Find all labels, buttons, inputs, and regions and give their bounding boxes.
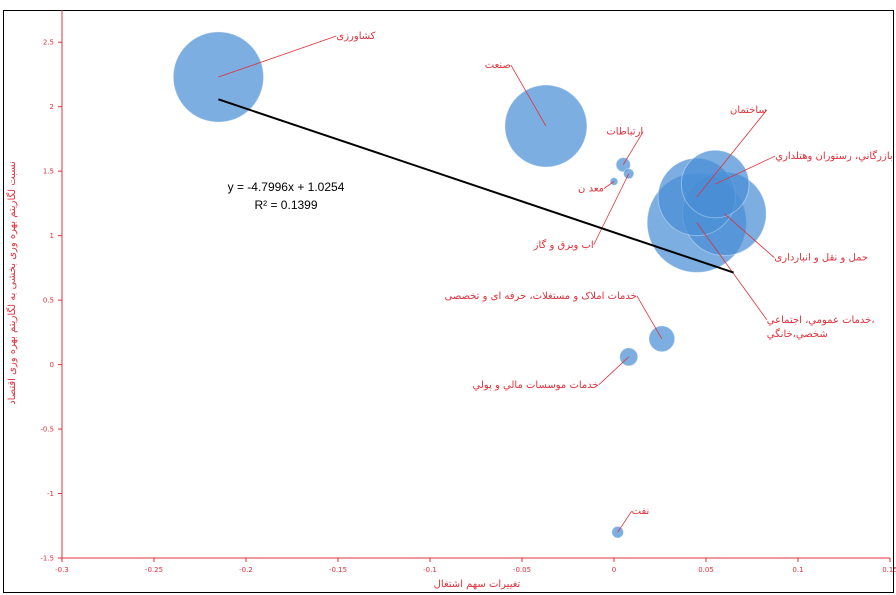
- x-tick-label: 0.15: [882, 566, 896, 574]
- x-tick-label: 0.05: [698, 566, 714, 574]
- category-label: حمل و نقل و انبارداری: [774, 253, 868, 264]
- x-axis-title: تغییرات سهم اشتغال: [434, 579, 521, 590]
- x-tick-label: -0.05: [513, 566, 531, 574]
- category-label: ساختمان: [730, 105, 767, 116]
- x-tick-label: -0.15: [329, 566, 347, 574]
- y-tick-label: 2: [50, 103, 54, 111]
- y-tick-label: 1: [50, 232, 54, 240]
- y-tick-label: 0.5: [43, 297, 54, 305]
- leader-line: [593, 173, 630, 245]
- leader-line: [617, 510, 633, 533]
- trendline: [218, 98, 734, 274]
- category-label: اب وبرق و گاز: [533, 239, 594, 251]
- x-tick-label: -0.3: [55, 566, 69, 574]
- trendline-equation: y = -4.7996x + 1.0254: [228, 180, 345, 194]
- leader-line: [636, 295, 663, 340]
- leader-line: [622, 131, 644, 165]
- x-tick-label: -0.1: [423, 566, 437, 574]
- leader-line: [724, 213, 775, 259]
- leader-line: [598, 356, 629, 386]
- leader-line: [715, 155, 776, 185]
- category-label: خدمات املاک و مستغلات، حرفه ای و تخصصی: [445, 291, 637, 302]
- category-label: خدمات موسسات مالي و پولي: [473, 380, 599, 391]
- label-layer: کشاورزی صنعت ارتباطات معد ن اب وبرق و گاز ساخ…: [336, 31, 892, 517]
- category-label: خدمات عمومي، اجتماعي،: [767, 315, 875, 326]
- leader-line: [218, 35, 337, 78]
- y-tick-label: 1.5: [43, 168, 54, 176]
- y-tick-label: 2.5: [43, 39, 54, 47]
- r-squared-label: R² = 0.1399: [254, 198, 317, 212]
- x-tick-label: 0: [612, 566, 616, 574]
- bubble-point: [611, 525, 624, 539]
- y-tick-label: 0: [50, 361, 54, 369]
- bubble-point: [623, 168, 635, 180]
- category-label: شخصي،خانگي: [767, 328, 828, 340]
- trendline-layer: [218, 98, 734, 274]
- axes-layer: -0.3 -0.25 -0.2 -0.15 -0.1 -0.05 0 0.05 0.1 0.15 -…: [40, 10, 896, 574]
- category-label: معد ن: [578, 183, 604, 194]
- bubble-layer: [172, 31, 767, 539]
- category-label: ارتباطات: [606, 127, 643, 138]
- x-tick-label: 0.1: [792, 566, 803, 574]
- x-tick-label: -0.25: [145, 566, 163, 574]
- chart-frame: [3, 10, 894, 593]
- category-label: صنعت: [485, 60, 511, 71]
- leader-layer: [218, 35, 776, 533]
- x-tick-label: -0.2: [239, 566, 253, 574]
- leader-line: [603, 181, 615, 189]
- leader-line: [696, 109, 768, 198]
- leader-line: [510, 64, 547, 127]
- y-tick-label: -1: [47, 490, 54, 498]
- y-tick-label: -1.5: [40, 555, 54, 563]
- category-label: نفت: [632, 506, 650, 517]
- category-label: کشاورزی: [336, 31, 375, 42]
- y-tick-label: -0.5: [40, 426, 54, 434]
- category-label: بازرگاني، رستوران وهتلداري: [775, 150, 892, 162]
- y-axis-title: نسبت لگاریتم بهره وری بخشی به لگاریتم به…: [6, 161, 18, 405]
